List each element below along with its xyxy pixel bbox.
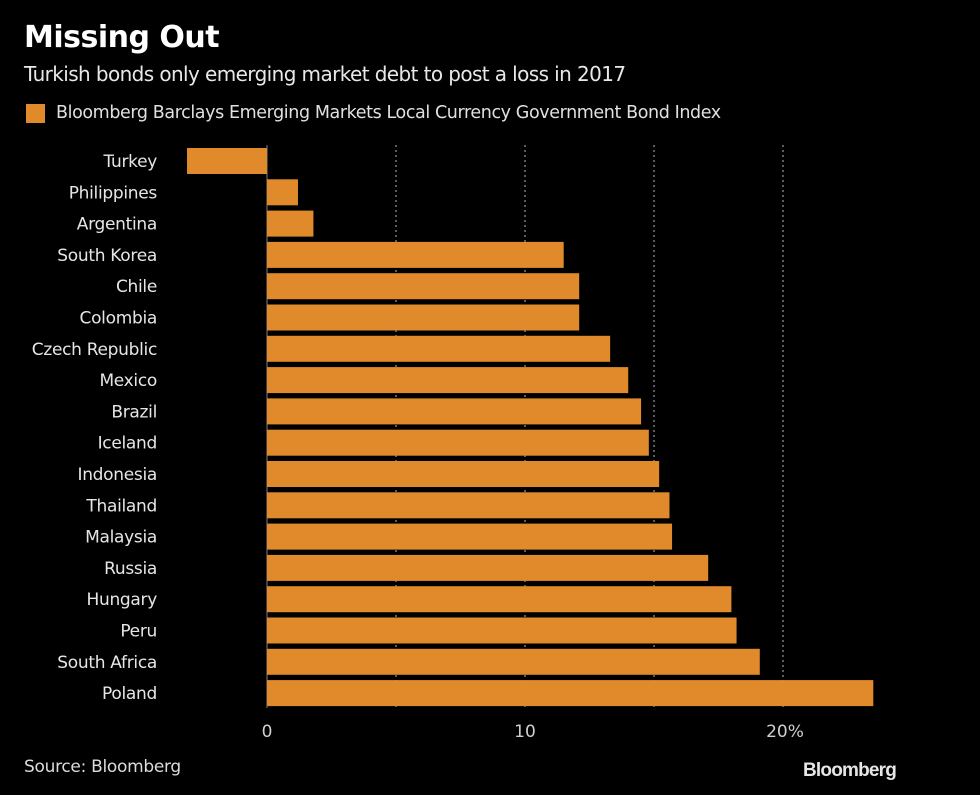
bar-czech-republic (267, 335, 611, 362)
bar-argentina (267, 210, 314, 237)
category-label: Hungary (87, 590, 158, 610)
x-tick-label: 0 (262, 722, 273, 742)
category-label: Mexico (99, 371, 157, 391)
bar-colombia (267, 304, 580, 331)
category-label: Argentina (77, 215, 157, 235)
category-label: Peru (120, 622, 157, 642)
bar-malaysia (267, 523, 673, 550)
legend-label: Bloomberg Barclays Emerging Markets Loca… (56, 103, 721, 123)
bar-south-africa (267, 648, 760, 675)
bars (187, 148, 874, 707)
category-label: Iceland (98, 434, 157, 454)
chart-title: Missing Out (24, 20, 220, 55)
category-label: Indonesia (77, 465, 157, 485)
category-label: Poland (102, 684, 157, 704)
category-label: Thailand (85, 496, 157, 516)
bar-hungary (267, 586, 732, 613)
category-label: Malaysia (85, 528, 157, 548)
category-label: Turkey (102, 152, 157, 172)
legend-swatch (26, 103, 45, 123)
category-label: Russia (104, 559, 157, 579)
source-note: Source: Bloomberg (24, 757, 181, 777)
legend: Bloomberg Barclays Emerging Markets Loca… (26, 103, 721, 123)
bar-thailand (267, 492, 670, 519)
category-label: Colombia (80, 309, 158, 329)
chart-subtitle: Turkish bonds only emerging market debt … (24, 62, 626, 86)
bar-poland (267, 680, 874, 707)
bar-chile (267, 273, 580, 300)
category-label: Brazil (111, 402, 157, 422)
x-tick-label: 20% (766, 722, 804, 742)
bloomberg-logo: Bloomberg (803, 760, 897, 781)
x-axis-ticks: 0 10 20% (262, 722, 804, 742)
category-label: South Korea (57, 246, 157, 266)
bar-south-korea (267, 241, 564, 268)
bar-turkey (187, 148, 267, 174)
category-labels: Turkey Philippines Argentina South Korea Chi… (32, 152, 158, 704)
bar-mexico (267, 367, 629, 394)
gridlines (266, 145, 784, 708)
x-tick-label: 10 (514, 722, 536, 742)
category-label: Czech Republic (32, 340, 157, 360)
bar-indonesia (267, 461, 660, 487)
bar-peru (267, 617, 737, 644)
bar-philippines (267, 179, 298, 206)
category-label: Chile (116, 277, 157, 297)
category-label: South Africa (57, 653, 157, 673)
bar-russia (267, 554, 709, 581)
bar-brazil (267, 398, 642, 425)
category-label: Philippines (69, 183, 158, 203)
bar-iceland (267, 429, 649, 456)
